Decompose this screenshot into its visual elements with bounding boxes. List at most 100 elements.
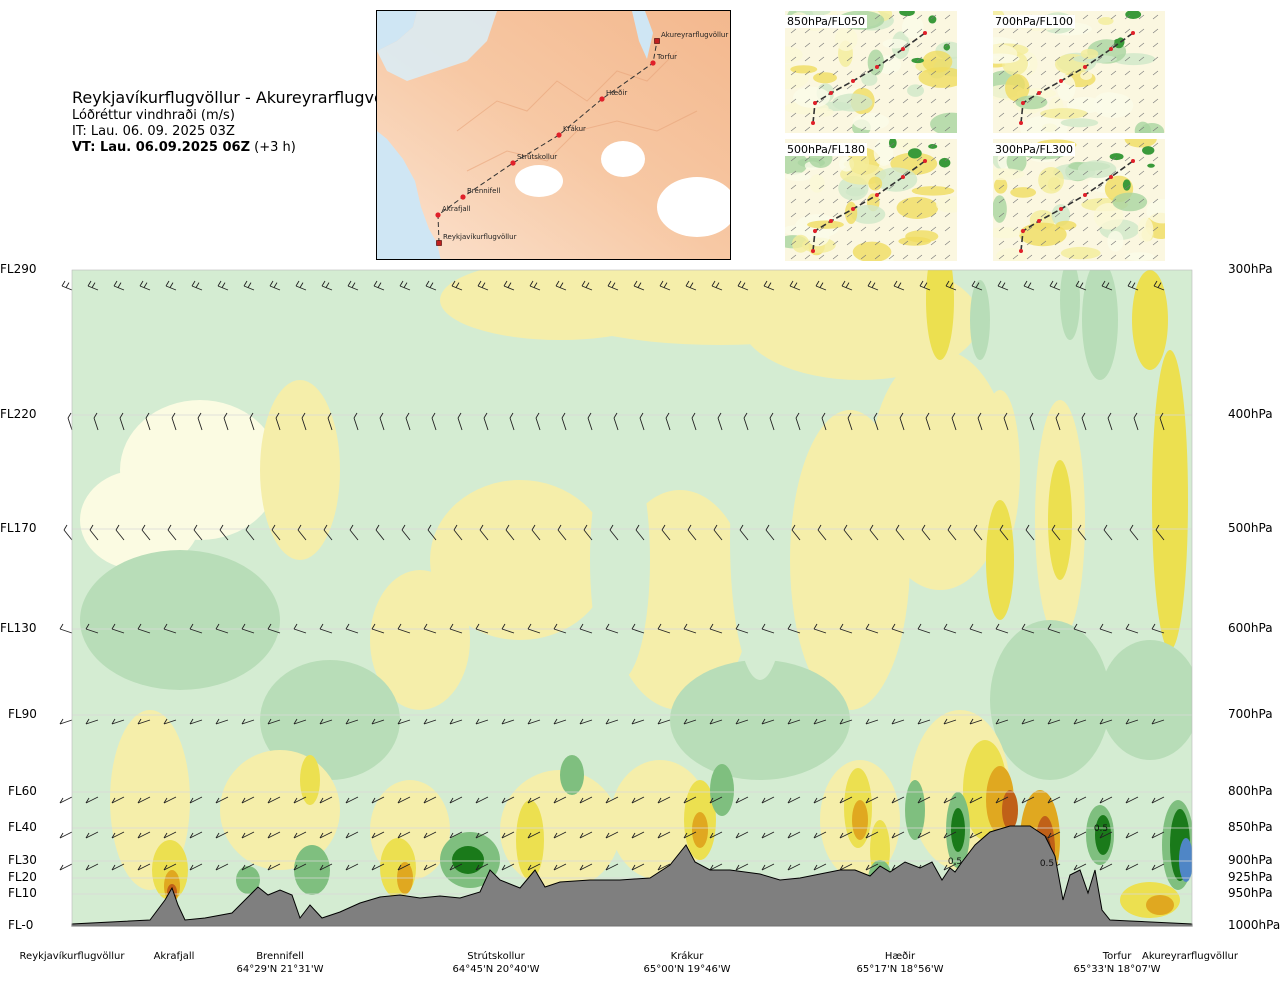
wind-barb-feather [995,797,1000,804]
waypoint-coord: 65°17'N 18°56'W [856,964,944,975]
mini-map-wind-barb [944,126,951,132]
mini-map-blob [873,139,894,166]
mini-map-wind-barb [860,84,867,90]
wind-barb [769,417,775,431]
field-contour-blob [980,390,1020,550]
wind-barb [397,831,411,839]
wind-barb-feather [947,524,952,531]
wind-barb [1047,628,1061,634]
wind-barb [813,796,827,804]
wind-barb-feather [1127,280,1132,287]
mini-map-wind-barb [1068,184,1075,190]
mini-map-wind-barb [860,212,867,218]
mini-map-wind-barb [944,240,951,246]
wind-barb [397,628,411,634]
wind-barb-feather [249,412,254,419]
mini-map-wind-barb [998,212,1005,218]
mini-map-wind-barb [1138,170,1145,176]
mini-map-waypoint [1059,79,1063,83]
mini-map-wind-barb [1040,42,1047,48]
wind-barb [189,628,203,634]
wind-barb-feather [405,412,410,419]
mini-map-wind-barb [818,240,825,246]
mini-map-blob [1142,146,1155,155]
wind-barb [1099,796,1113,804]
mini-map-blob [899,11,915,17]
wind-barb [171,417,177,431]
wind-barb-feather [137,864,142,871]
field-contour-blob [1146,895,1174,915]
wind-barb [425,285,437,291]
wind-barb-feather [163,832,168,839]
wind-barb [137,719,151,725]
wind-barb [579,719,593,725]
field-contour-blob [236,866,260,894]
mini-map-waypoint [1021,229,1025,233]
field-contour-blob [452,846,484,874]
mini-map-wind-barb [944,212,951,218]
wind-barb [943,719,957,725]
wind-barb [475,831,489,839]
wind-barb [475,863,489,871]
route-map-waypoint-label: Strútskollur [517,153,557,161]
wind-barb-feather [221,282,226,288]
wind-barb [319,831,333,839]
wind-barb-feather [87,280,92,287]
wind-barb [1025,529,1035,541]
wind-barb-feather [841,280,846,287]
wind-barb [1101,285,1113,291]
wind-barb-feather [371,623,376,630]
wind-barb [531,529,541,541]
wind-barb-feather [217,280,222,287]
mini-map-wind-barb [1054,70,1061,76]
wind-barb-feather [665,412,670,419]
mini-map-wind-barb [1026,84,1033,90]
wind-barb [1049,285,1061,291]
wind-barb [423,863,437,871]
wind-barb [1099,628,1113,634]
wind-barb [787,628,801,634]
wind-barb-feather [1047,623,1052,630]
wind-barb [85,831,99,839]
mini-map-wind-barb [1012,156,1019,162]
mini-map-wind-barb [1054,84,1061,90]
wind-barb-feather [85,623,90,630]
wind-barb-feather [189,832,194,839]
wind-barb [345,796,359,804]
wind-barb [371,863,385,871]
mini-map-wind-barb [1054,126,1061,132]
wind-barb-feather [375,524,380,531]
flight-level-tick: FL10 [8,886,37,900]
mini-map-wind-barb [944,142,951,148]
waypoint-coord: 65°00'N 19°46'W [643,964,731,975]
wind-barb [843,529,853,541]
wind-barb-feather [139,280,144,287]
mini-map-blob [938,157,951,168]
wind-barb [167,529,177,541]
field-contour-blob [870,350,1010,590]
mini-map-wind-barb [874,112,881,118]
wind-barb-feather [917,832,922,839]
wind-barb-feather [631,797,636,804]
wind-barb-feather [397,864,402,871]
wind-barb-feather [787,718,792,725]
mini-map-blob [943,43,951,51]
mini-map-blob [793,86,831,108]
mini-map-wind-barb [818,42,825,48]
wind-barb [685,285,697,291]
mini-map-waypoint [1131,31,1135,35]
mini-map-wind-barb [1012,28,1019,34]
wind-barb [449,831,463,839]
wind-barb-feather [1027,282,1032,288]
wind-barb [85,719,99,725]
mini-map-wind-barb [998,28,1005,34]
wind-barb [583,529,593,541]
mini-map-wind-barb [930,184,937,190]
wind-barb-feather [1029,412,1034,419]
wind-barb-feather [1099,864,1104,871]
wind-barb-feather [371,718,376,725]
pressure-tick: 925hPa [1228,870,1273,884]
wind-barb [553,628,567,634]
route-map-waypoint-marker [556,132,562,138]
mini-map-wind-barb [998,240,1005,246]
